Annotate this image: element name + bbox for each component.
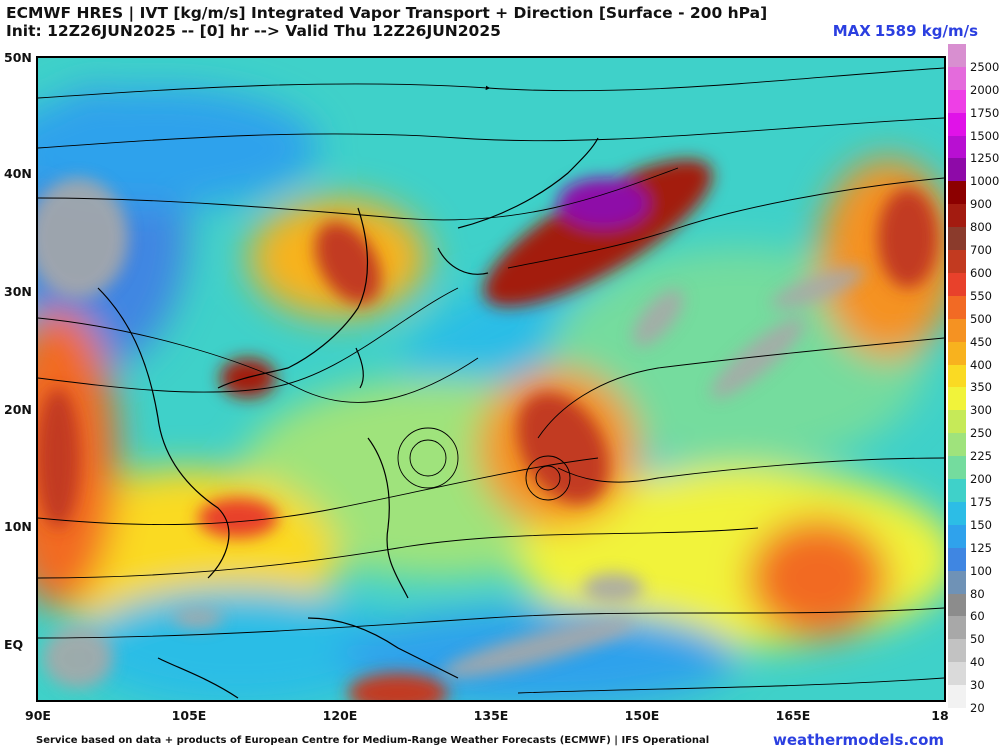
colorbar-label: 225	[970, 449, 992, 464]
lat-label-50n: 50N	[4, 50, 32, 65]
colorbar-label: 20	[970, 701, 985, 715]
lat-label-10n: 10N	[4, 519, 32, 534]
colorbar-label: 250	[970, 426, 992, 441]
colorbar-label: 80	[970, 586, 985, 601]
colorbar-segment	[948, 616, 966, 640]
colorbar-segment	[948, 318, 966, 343]
init-valid-time: Init: 12Z26JUN2025 -- [0] hr --> Valid T…	[6, 22, 501, 40]
colorbar-segment	[948, 364, 966, 388]
ivt-colorbar	[948, 44, 966, 709]
colorbar-segment	[948, 204, 966, 228]
colorbar-label: 900	[970, 197, 992, 212]
colorbar-label: 450	[970, 334, 992, 349]
colorbar-label: 2000	[970, 82, 1000, 97]
lat-label-30n: 30N	[4, 284, 32, 299]
lon-label-180: 18	[931, 708, 949, 723]
colorbar-segment	[948, 547, 966, 572]
colorbar-label: 100	[970, 563, 992, 578]
colorbar-label: 1000	[970, 174, 1000, 189]
colorbar-segment	[948, 295, 966, 320]
colorbar-label: 550	[970, 288, 992, 303]
colorbar-label: 800	[970, 220, 992, 235]
colorbar-segment	[948, 501, 966, 526]
colorbar-segment	[948, 524, 966, 549]
data-credit: Service based on data + products of Euro…	[36, 735, 710, 746]
colorbar-label: 400	[970, 357, 992, 372]
colorbar-label: 60	[970, 609, 985, 624]
colorbar-label: 600	[970, 265, 992, 280]
colorbar-segment	[948, 44, 966, 68]
lat-label-40n: 40N	[4, 166, 32, 181]
colorbar-segment	[948, 341, 966, 366]
colorbar-label: 1750	[970, 105, 1000, 120]
colorbar-segment	[948, 387, 966, 411]
colorbar-segment	[948, 456, 966, 480]
lon-label-135e: 135E	[473, 708, 509, 723]
colorbar-label: 30	[970, 678, 985, 693]
colorbar-label: 1250	[970, 151, 1000, 166]
colorbar-label: 300	[970, 403, 992, 418]
colorbar-label: 125	[970, 540, 992, 555]
colorbar-label: 2500	[970, 59, 1000, 74]
streamlines	[38, 67, 944, 694]
colorbar-segment	[948, 181, 966, 205]
colorbar-segment	[948, 410, 966, 434]
colorbar-segment	[948, 227, 966, 251]
chart-title: ECMWF HRES | IVT [kg/m/s] Integrated Vap…	[6, 4, 768, 22]
colorbar-label: 1500	[970, 128, 1000, 143]
colorbar-label: 350	[970, 380, 992, 395]
colorbar-segment	[948, 66, 966, 91]
colorbar-segment	[948, 112, 966, 137]
max-value: 1589 kg/m/s	[874, 22, 978, 40]
lon-label-150e: 150E	[624, 708, 660, 723]
colorbar-segment	[948, 479, 966, 503]
colorbar-label: 500	[970, 311, 992, 326]
colorbar-label: 700	[970, 243, 992, 258]
lon-label-120e: 120E	[322, 708, 358, 723]
colorbar-segment	[948, 685, 966, 709]
colorbar-segment	[948, 89, 966, 114]
lon-label-165e: 165E	[775, 708, 811, 723]
colorbar-label: 40	[970, 655, 985, 670]
colorbar-segment	[948, 433, 966, 457]
colorbar-label: 150	[970, 517, 992, 532]
colorbar-segment	[948, 639, 966, 663]
colorbar-label: 175	[970, 494, 992, 509]
colorbar-label: 200	[970, 472, 992, 487]
lat-label-eq: EQ	[4, 637, 24, 652]
lon-label-90e: 90E	[25, 708, 51, 723]
max-prefix: MAX	[832, 22, 871, 40]
coastlines	[97, 137, 599, 699]
ivt-map-canvas	[38, 58, 944, 700]
colorbar-segment	[948, 570, 966, 594]
colorbar-segment	[948, 272, 966, 297]
colorbar-segment	[948, 158, 966, 182]
site-credit[interactable]: weathermodels.com	[772, 731, 944, 749]
lat-label-20n: 20N	[4, 402, 32, 417]
colorbar-segment	[948, 662, 966, 686]
max-ivt-label: MAX 1589 kg/m/s	[833, 22, 982, 40]
colorbar-label: 50	[970, 632, 985, 647]
dry-patches	[38, 178, 866, 688]
colorbar-segment	[948, 593, 966, 617]
ivt-map[interactable]	[36, 56, 946, 702]
colorbar-segment	[948, 250, 966, 274]
colorbar-segment	[948, 135, 966, 159]
lon-label-105e: 105E	[171, 708, 207, 723]
